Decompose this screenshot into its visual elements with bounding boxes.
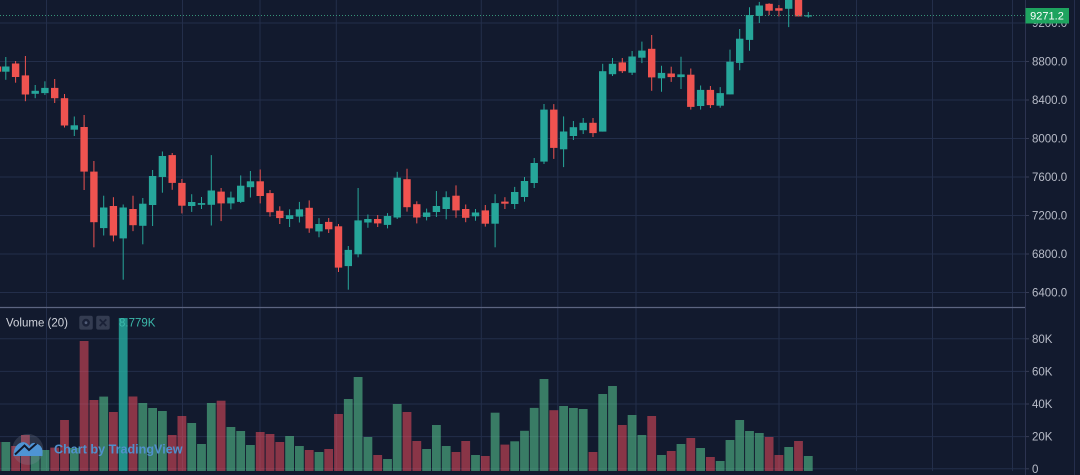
svg-text:8400.0: 8400.0 (1032, 95, 1067, 107)
svg-text:40K: 40K (1032, 399, 1053, 411)
svg-text:6800.0: 6800.0 (1032, 249, 1067, 261)
svg-text:9271.2: 9271.2 (1030, 11, 1064, 23)
svg-text:60K: 60K (1032, 366, 1053, 378)
svg-text:Volume (20): Volume (20) (6, 318, 68, 330)
svg-text:8000.0: 8000.0 (1032, 134, 1067, 146)
svg-text:7200.0: 7200.0 (1032, 211, 1067, 223)
svg-text:7600.0: 7600.0 (1032, 172, 1067, 184)
svg-text:6400.0: 6400.0 (1032, 288, 1067, 300)
svg-text:0: 0 (1032, 464, 1038, 475)
svg-text:20K: 20K (1032, 432, 1053, 444)
svg-text:Chart by TradingView: Chart by TradingView (54, 443, 183, 457)
svg-text:8.779K: 8.779K (119, 318, 156, 330)
svg-text:80K: 80K (1032, 334, 1053, 346)
svg-text:8800.0: 8800.0 (1032, 57, 1067, 69)
